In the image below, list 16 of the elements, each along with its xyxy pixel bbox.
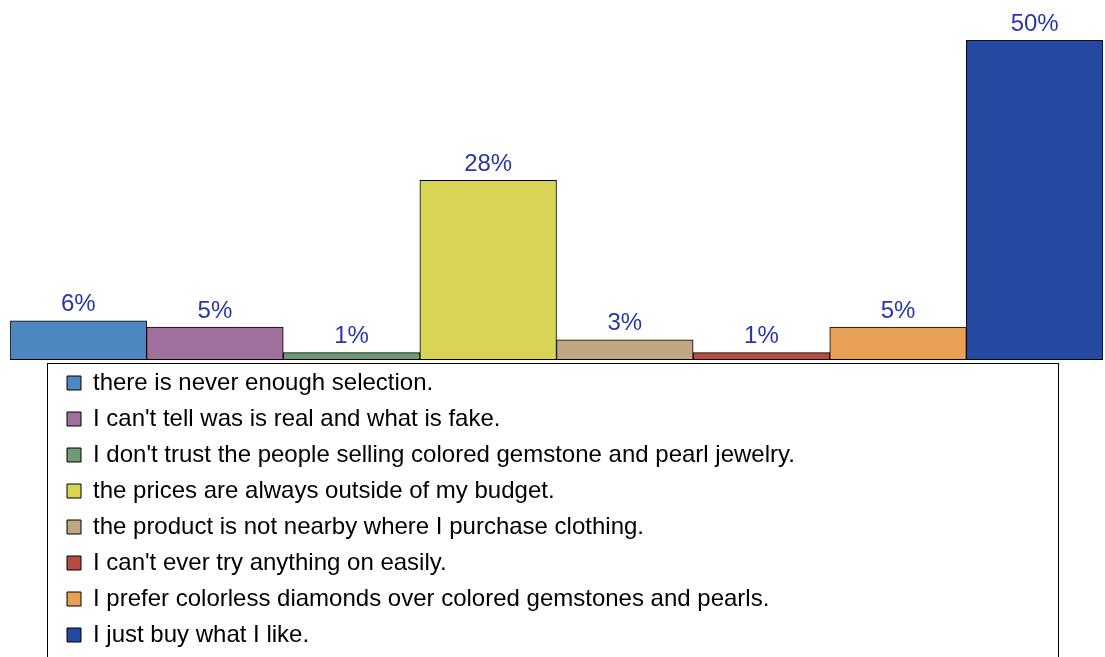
data-label: 5% — [880, 295, 916, 323]
legend-label: I prefer colorless diamonds over colored gemstones and pearls. — [93, 583, 770, 611]
data-label: 1% — [744, 321, 779, 349]
data-label: 5% — [197, 295, 233, 323]
data-label: 28% — [464, 148, 513, 176]
legend-label: I can't ever try anything on easily. — [93, 547, 447, 575]
legend-label: the prices are always outside of my budget. — [93, 475, 555, 503]
legend-label: there is never enough selection. — [93, 367, 434, 395]
data-label: 3% — [607, 308, 643, 336]
legend-label: I can't tell was is real and what is fake. — [93, 403, 501, 431]
data-label: 6% — [60, 289, 96, 317]
data-label: 1% — [334, 321, 369, 349]
legend-label: I don't trust the people selling colored gemstone and pearl jewelry. — [93, 439, 795, 467]
legend-label: I just buy what I like. — [93, 619, 310, 647]
data-label: 50% — [1010, 8, 1059, 36]
legend-label: the product is not nearby where I purchase clothing. — [93, 511, 644, 539]
